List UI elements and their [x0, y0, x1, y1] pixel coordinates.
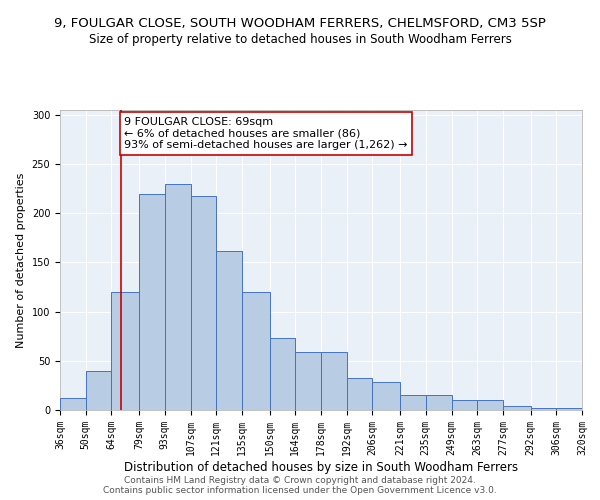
Bar [452, 400, 477, 410]
Bar [400, 395, 426, 410]
Bar [242, 292, 269, 410]
Bar [112, 292, 139, 410]
Bar [165, 184, 191, 410]
Bar [269, 338, 295, 410]
Y-axis label: Number of detached properties: Number of detached properties [16, 172, 26, 348]
Bar [86, 370, 112, 410]
Text: 9, FOULGAR CLOSE, SOUTH WOODHAM FERRERS, CHELMSFORD, CM3 5SP: 9, FOULGAR CLOSE, SOUTH WOODHAM FERRERS,… [54, 18, 546, 30]
Bar [321, 352, 347, 410]
X-axis label: Distribution of detached houses by size in South Woodham Ferrers: Distribution of detached houses by size … [124, 460, 518, 473]
Bar [347, 378, 373, 410]
Bar [139, 194, 165, 410]
Bar [216, 250, 242, 410]
Bar [530, 408, 556, 410]
Bar [503, 406, 530, 410]
Bar [477, 400, 503, 410]
Text: Size of property relative to detached houses in South Woodham Ferrers: Size of property relative to detached ho… [89, 32, 511, 46]
Text: Contains HM Land Registry data © Crown copyright and database right 2024.: Contains HM Land Registry data © Crown c… [124, 476, 476, 485]
Bar [556, 408, 582, 410]
Bar [373, 382, 400, 410]
Text: 9 FOULGAR CLOSE: 69sqm
← 6% of detached houses are smaller (86)
93% of semi-deta: 9 FOULGAR CLOSE: 69sqm ← 6% of detached … [124, 117, 408, 150]
Bar [295, 352, 321, 410]
Bar [60, 398, 86, 410]
Bar [426, 395, 452, 410]
Bar [191, 196, 216, 410]
Text: Contains public sector information licensed under the Open Government Licence v3: Contains public sector information licen… [103, 486, 497, 495]
